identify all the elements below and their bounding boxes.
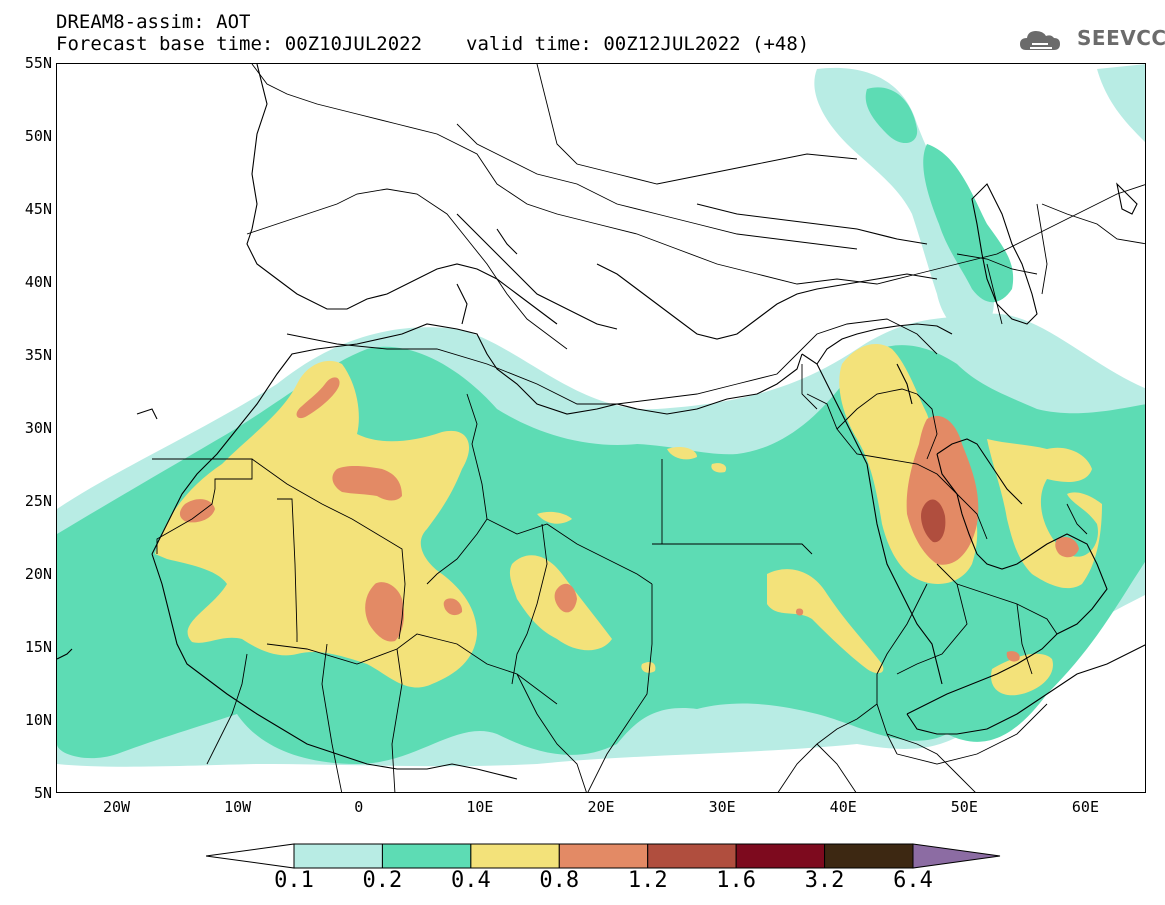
colorbar-swatch (647, 843, 737, 869)
logo-text: SEEVCCC (1077, 26, 1165, 50)
colorbar-swatch (470, 843, 560, 869)
lat-tick-label: 50N (24, 127, 52, 145)
lon-tick-label: 50E (950, 798, 978, 816)
lon-tick-label: 10E (466, 798, 494, 816)
aot-level-1.2 (921, 499, 946, 543)
colorbar-swatch (558, 843, 649, 869)
colorbar-swatch (293, 843, 383, 869)
colorbar-swatch (824, 843, 914, 869)
lat-tick-label: 30N (24, 419, 52, 437)
colorbar-label: 0.8 (539, 868, 580, 893)
cloud-icon (1020, 31, 1060, 50)
lat-tick-label: 25N (24, 492, 52, 510)
lon-tick-label: 0 (354, 798, 364, 816)
colorbar-under-arrow (206, 843, 295, 869)
aot-map (57, 64, 1145, 792)
lat-tick-label: 55N (24, 54, 52, 72)
base-time: Forecast base time: 00Z10JUL2022 (56, 33, 423, 55)
lat-tick-label: 20N (24, 565, 52, 583)
valid-time: valid time: 00Z12JUL2022 (+48) (466, 33, 810, 55)
lat-tick-label: 35N (24, 346, 52, 364)
colorbar-label: 1.6 (716, 868, 757, 893)
lat-tick-label: 40N (24, 273, 52, 291)
colorbar-label: 1.2 (627, 868, 668, 893)
lat-tick-label: 10N (24, 711, 52, 729)
lat-tick-label: 45N (24, 200, 52, 218)
lat-tick-label: 15N (24, 638, 52, 656)
lon-tick-label: 40E (829, 798, 857, 816)
lon-tick-label: 20E (587, 798, 615, 816)
colorbar-label: 6.4 (893, 868, 933, 893)
lon-tick-label: 30E (708, 798, 736, 816)
lon-tick-label: 60E (1071, 798, 1099, 816)
colorbar-over-arrow (912, 843, 1001, 869)
map-frame (56, 63, 1146, 793)
colorbar-label: 0.4 (450, 868, 491, 893)
lon-tick-label: 10W (224, 798, 252, 816)
country-borders (152, 64, 1145, 792)
lon-tick-label: 20W (103, 798, 131, 816)
forecast-times: Forecast base time: 00Z10JUL2022 valid ti… (56, 34, 809, 54)
lat-tick-label: 5N (33, 784, 52, 802)
colorbar-swatch (381, 843, 472, 869)
colorbar-label: 0.2 (362, 868, 403, 893)
coastlines (57, 64, 1145, 780)
aot-colorbar (206, 843, 1001, 869)
colorbar-label: 3.2 (804, 868, 845, 893)
colorbar-swatch (735, 843, 826, 869)
colorbar-label: 0.1 (274, 868, 314, 893)
chart-title: DREAM8-assim: AOT (56, 11, 251, 33)
